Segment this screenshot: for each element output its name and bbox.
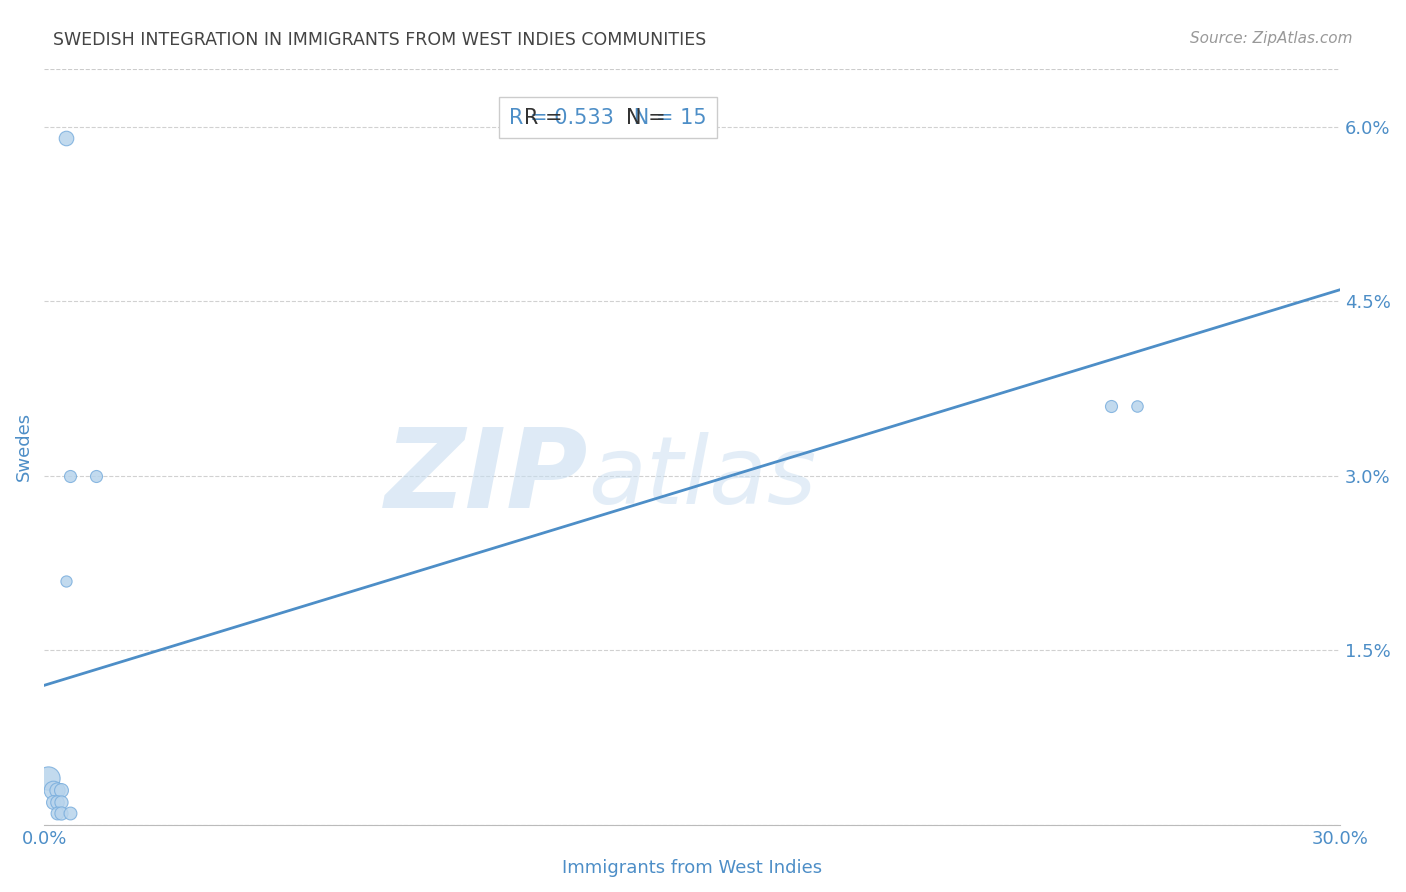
Point (42, 783, 65, 797)
Point (84, 468, 107, 483)
Text: SWEDISH INTEGRATION IN IMMIGRANTS FROM WEST INDIES COMMUNITIES: SWEDISH INTEGRATION IN IMMIGRANTS FROM W… (53, 31, 707, 49)
Point (59, 806, 82, 821)
Y-axis label: Swedes: Swedes (15, 412, 32, 482)
Point (46, 806, 69, 821)
Point (51, 783, 73, 797)
Text: R = 0.533   N = 15: R = 0.533 N = 15 (509, 108, 707, 128)
Point (59, 468, 82, 483)
Point (42, 795, 65, 809)
X-axis label: Immigrants from West Indies: Immigrants from West Indies (562, 859, 823, 877)
Point (55, 574, 77, 588)
Point (46, 795, 69, 809)
Text: R =: R = (523, 108, 569, 128)
Text: Source: ZipAtlas.com: Source: ZipAtlas.com (1189, 31, 1353, 46)
Text: N =: N = (626, 108, 672, 128)
Text: ZIP: ZIP (385, 424, 589, 531)
Point (55, 131, 77, 145)
Point (51, 795, 73, 809)
Point (51, 806, 73, 821)
Point (1126, 399, 1149, 413)
Text: atlas: atlas (589, 432, 817, 523)
Point (46, 783, 69, 797)
Point (37, 772, 59, 786)
Point (1099, 399, 1122, 413)
